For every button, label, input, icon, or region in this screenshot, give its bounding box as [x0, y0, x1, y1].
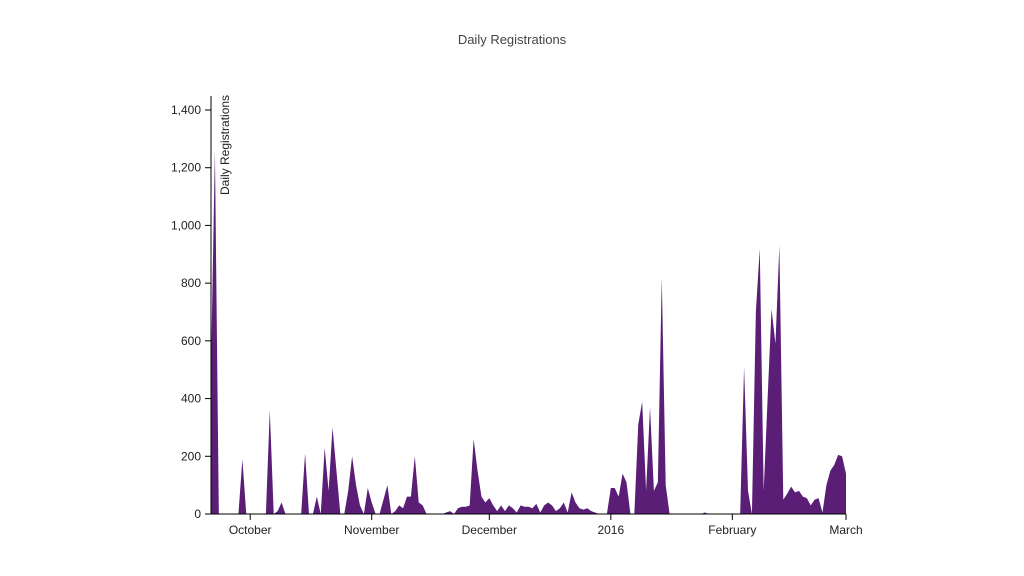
x-tick-label: February [708, 523, 756, 537]
y-axis-label: Daily Registrations [218, 95, 232, 195]
y-tick-label: 200 [181, 449, 201, 463]
y-tick-label: 1,400 [171, 103, 201, 117]
y-tick-label: 400 [181, 392, 201, 406]
chart-title: Daily Registrations [458, 32, 567, 47]
y-tick-label: 1,200 [171, 161, 201, 175]
x-tick-label: March [829, 523, 862, 537]
y-tick-label: 1,000 [171, 218, 201, 232]
x-tick-label: 2016 [597, 523, 624, 537]
x-tick-label: November [344, 523, 399, 537]
y-tick-label: 600 [181, 334, 201, 348]
x-tick-label: October [229, 523, 272, 537]
y-tick-label: 0 [194, 507, 201, 521]
area [211, 150, 846, 514]
y-tick-label: 800 [181, 276, 201, 290]
x-tick-label: December [462, 523, 517, 537]
